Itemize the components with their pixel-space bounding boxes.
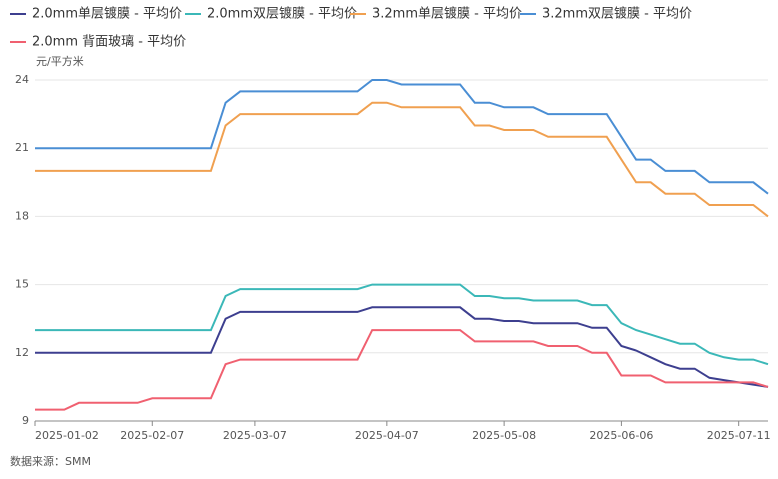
legend-label: 2.0mm双层镀膜 - 平均价	[207, 6, 357, 22]
x-tick-label: 2025-05-08	[472, 429, 536, 442]
series-line	[35, 283, 769, 366]
y-tick-label: 12	[15, 346, 29, 359]
x-tick-label: 2025-01-02	[35, 429, 99, 442]
y-unit: 元/平方米	[36, 54, 84, 68]
series-line	[35, 101, 769, 218]
x-tick-label: 2025-02-07	[120, 429, 184, 442]
legend-label: 2.0mm单层镀膜 - 平均价	[32, 6, 182, 22]
legend-label: 3.2mm双层镀膜 - 平均价	[542, 6, 692, 22]
x-tick-label: 2025-04-07	[355, 429, 419, 442]
y-tick-label: 18	[15, 209, 29, 222]
x-tick-label: 2025-06-06	[589, 429, 653, 442]
y-tick-label: 24	[15, 73, 29, 86]
legend-label: 3.2mm单层镀膜 - 平均价	[372, 6, 522, 22]
x-tick-label: 2025-03-07	[223, 429, 287, 442]
source: 数据来源：SMM	[10, 454, 91, 468]
y-tick-label: 15	[15, 278, 29, 291]
x-tick-label: 2025-07-11	[707, 429, 771, 442]
y-tick-label: 9	[22, 414, 29, 427]
legend-label: 2.0mm 背面玻璃 - 平均价	[32, 35, 186, 50]
series-line	[35, 79, 769, 195]
series-line	[35, 329, 769, 411]
y-tick-label: 21	[15, 141, 29, 154]
series-line	[35, 306, 769, 388]
